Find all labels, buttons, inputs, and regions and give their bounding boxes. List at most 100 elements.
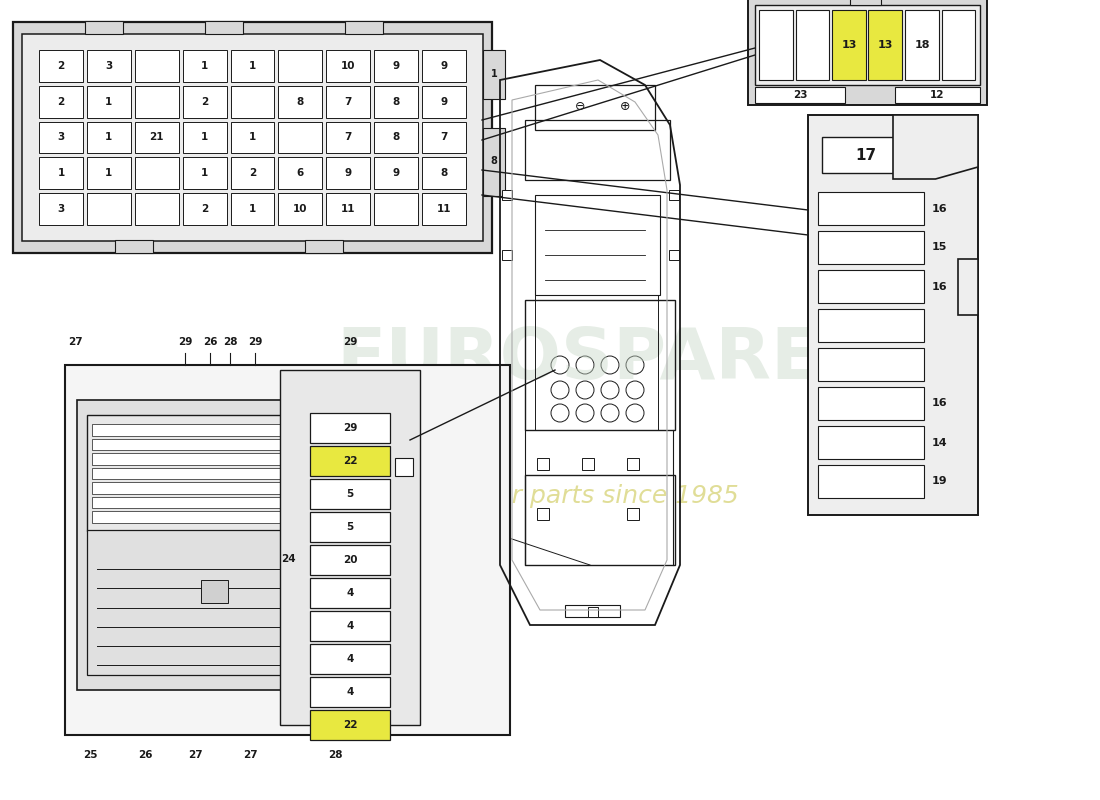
Bar <box>755 87 845 103</box>
Text: 26: 26 <box>138 750 152 760</box>
Bar <box>65 365 510 735</box>
Bar <box>483 128 505 196</box>
Bar <box>502 190 512 200</box>
Text: 24: 24 <box>280 554 295 563</box>
Text: 3: 3 <box>57 204 65 214</box>
Text: 1: 1 <box>106 97 112 106</box>
Text: 10: 10 <box>341 61 355 71</box>
Text: EUROSPARES: EUROSPARES <box>337 326 873 394</box>
Bar <box>588 607 598 617</box>
Bar <box>92 497 287 508</box>
Bar <box>525 120 670 180</box>
Text: 8: 8 <box>393 97 399 106</box>
Bar <box>327 122 371 154</box>
Text: 4: 4 <box>346 588 354 598</box>
Text: 8: 8 <box>440 168 448 178</box>
Text: 7: 7 <box>440 133 448 142</box>
Bar <box>77 400 303 690</box>
Text: 1: 1 <box>249 204 256 214</box>
Text: 6: 6 <box>297 168 304 178</box>
Bar <box>310 545 390 575</box>
Bar <box>183 193 227 225</box>
Polygon shape <box>958 259 978 315</box>
Text: 4: 4 <box>346 654 354 664</box>
Bar <box>87 86 131 118</box>
Text: 28: 28 <box>222 337 238 347</box>
Bar <box>374 158 418 190</box>
Text: 14: 14 <box>932 438 947 447</box>
Bar <box>374 50 418 82</box>
Text: 1: 1 <box>201 61 208 71</box>
Text: 20: 20 <box>343 555 358 565</box>
Bar <box>310 479 390 509</box>
Bar <box>39 158 82 190</box>
Bar <box>87 530 292 675</box>
Bar <box>525 475 675 565</box>
Bar <box>627 508 639 520</box>
Bar <box>818 426 924 459</box>
Text: 2: 2 <box>57 97 65 106</box>
Bar <box>422 158 466 190</box>
Text: 2: 2 <box>201 204 208 214</box>
Bar <box>818 192 924 225</box>
Bar <box>422 86 466 118</box>
Bar <box>183 158 227 190</box>
Text: 3: 3 <box>57 133 65 142</box>
Bar <box>22 34 483 241</box>
Text: 9: 9 <box>393 61 399 71</box>
Text: 23: 23 <box>793 90 807 100</box>
Bar <box>135 193 178 225</box>
Text: 29: 29 <box>343 423 358 433</box>
Bar <box>310 413 390 443</box>
Text: 17: 17 <box>855 147 877 162</box>
Bar <box>231 158 274 190</box>
Text: 2: 2 <box>201 97 208 106</box>
Bar <box>327 50 371 82</box>
Text: 3: 3 <box>106 61 112 71</box>
Bar <box>87 122 131 154</box>
Bar <box>327 86 371 118</box>
Bar <box>345 21 383 34</box>
Bar <box>278 122 322 154</box>
Bar <box>818 465 924 498</box>
Bar <box>582 458 594 470</box>
Text: 12: 12 <box>930 90 945 100</box>
Text: 8: 8 <box>393 133 399 142</box>
Bar <box>92 425 287 436</box>
Bar <box>310 446 390 476</box>
Bar <box>87 193 131 225</box>
Bar <box>39 193 82 225</box>
Text: 11: 11 <box>437 204 451 214</box>
Bar <box>231 50 274 82</box>
Text: a passion for parts since 1985: a passion for parts since 1985 <box>361 484 739 508</box>
Bar <box>135 50 178 82</box>
Text: 28: 28 <box>328 750 342 760</box>
Bar <box>278 86 322 118</box>
Bar <box>135 122 178 154</box>
Text: 2: 2 <box>57 61 65 71</box>
Bar <box>795 10 829 80</box>
Text: 27: 27 <box>188 750 202 760</box>
Bar <box>669 190 679 200</box>
Text: 22: 22 <box>343 720 358 730</box>
Bar <box>183 122 227 154</box>
Text: 7: 7 <box>344 133 352 142</box>
Text: 16: 16 <box>932 282 947 291</box>
Text: 26: 26 <box>202 337 218 347</box>
Bar <box>537 458 549 470</box>
Bar <box>183 50 227 82</box>
Text: 1: 1 <box>106 168 112 178</box>
Bar <box>305 240 343 253</box>
Bar <box>92 468 287 479</box>
Text: 29: 29 <box>343 337 358 347</box>
Text: 11: 11 <box>341 204 355 214</box>
Bar <box>374 193 418 225</box>
Bar <box>627 458 639 470</box>
Text: 2: 2 <box>249 168 256 178</box>
Text: 16: 16 <box>932 398 947 409</box>
Text: 29: 29 <box>178 337 192 347</box>
Bar <box>755 5 980 85</box>
Bar <box>374 122 418 154</box>
Bar <box>116 240 153 253</box>
Bar <box>822 137 910 173</box>
